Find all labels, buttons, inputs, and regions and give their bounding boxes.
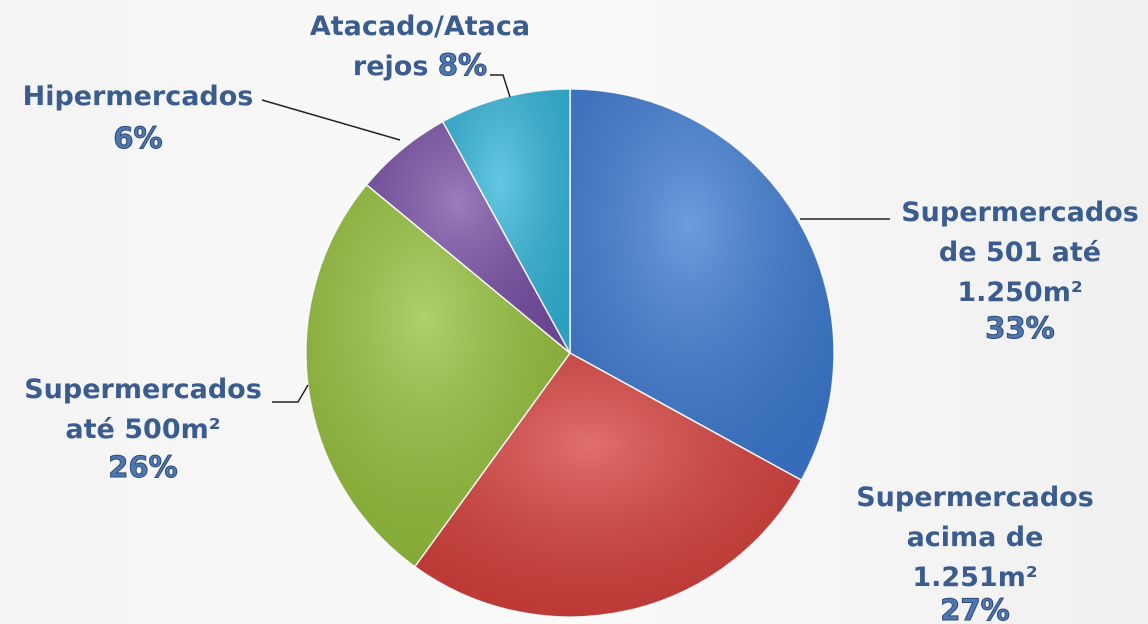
category-line: Supermercados xyxy=(901,197,1139,228)
category-label: até 500m² xyxy=(65,414,220,445)
leader-line xyxy=(272,384,309,403)
category-line: rejos xyxy=(353,51,429,82)
value-label: 26% xyxy=(108,450,177,484)
pie xyxy=(305,88,835,618)
category-label: rejos 8% xyxy=(353,48,487,82)
category-line: de 501 até xyxy=(939,237,1101,268)
category-line: Hipermercados xyxy=(23,81,254,112)
category-label: Hipermercados xyxy=(23,81,254,112)
slice-shade xyxy=(305,184,570,567)
category-label: 1.251m² xyxy=(912,562,1037,593)
category-line: Supermercados xyxy=(856,482,1094,513)
value-label: 33% xyxy=(985,311,1054,345)
category-label: Supermercados xyxy=(24,374,262,405)
leader-line xyxy=(261,99,401,141)
category-line: Supermercados xyxy=(24,374,262,405)
category-line: 1.250m² xyxy=(957,277,1082,308)
category-label: acima de xyxy=(907,522,1044,553)
leader-line xyxy=(490,74,511,98)
category-label: de 501 até xyxy=(939,237,1101,268)
category-line: Atacado/Ataca xyxy=(310,11,530,42)
category-label: Supermercados xyxy=(901,197,1139,228)
slice-shade xyxy=(366,121,570,354)
category-label: Atacado/Ataca xyxy=(310,11,530,42)
value-label: 6% xyxy=(113,121,162,155)
slice-shade xyxy=(442,89,570,353)
category-label: Supermercados xyxy=(856,482,1094,513)
category-line: acima de xyxy=(907,522,1044,553)
category-label: 1.250m² xyxy=(957,277,1082,308)
value-label: 27% xyxy=(940,593,1009,624)
category-line: até 500m² xyxy=(65,414,220,445)
slice-shade xyxy=(570,89,834,481)
category-line: 1.251m² xyxy=(912,562,1037,593)
value-label: 8% xyxy=(438,48,487,82)
slice-shade xyxy=(414,353,802,618)
